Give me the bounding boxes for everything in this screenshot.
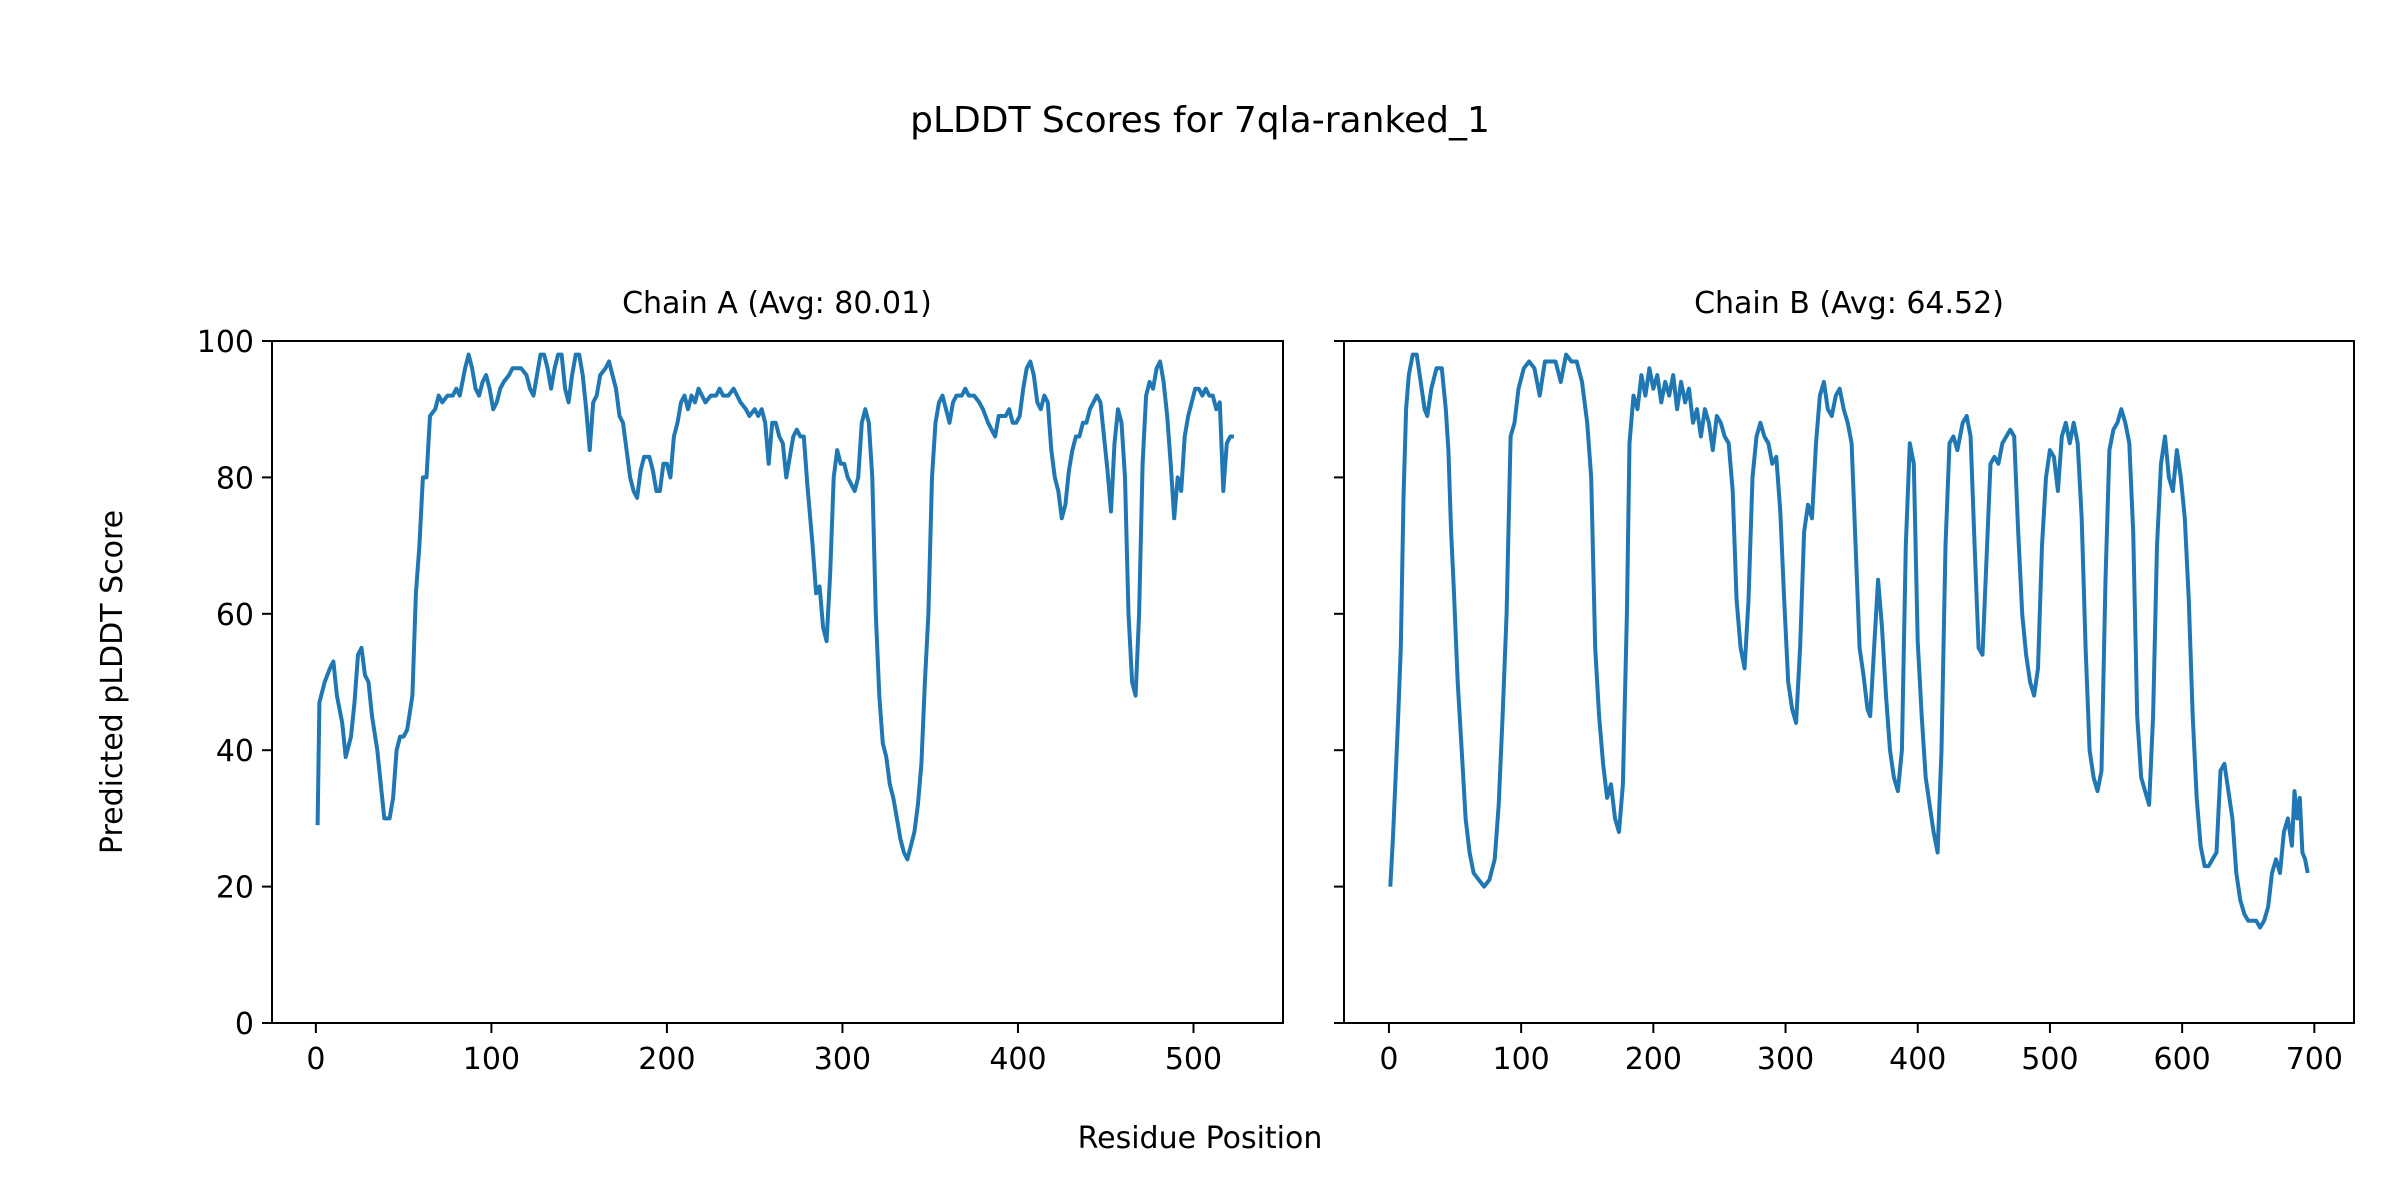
x-tick-label: 500 [1165,1042,1222,1077]
x-tick-label: 500 [2021,1042,2078,1077]
panel-a-title: Chain A (Avg: 80.01) [622,286,932,321]
plddt-line-chain-b [1388,352,2310,930]
x-axis-label: Residue Position [1078,1121,1323,1156]
x-tick-label: 700 [2286,1042,2343,1077]
plddt-line-chain-a [315,352,1234,862]
y-tick-label: 80 [216,461,254,496]
x-tick-label: 300 [814,1042,871,1077]
panel-b: 0 100 200 300 400 500 600 700 [1334,340,2355,1077]
y-axis-label: Predicted pLDDT Score [95,510,130,854]
y-tick-label: 0 [235,1007,254,1042]
x-tick-label: 400 [989,1042,1046,1077]
x-tick-label: 0 [1379,1042,1398,1077]
x-tick-label: 200 [1625,1042,1682,1077]
x-tick-label: 200 [638,1042,695,1077]
panel-b-title: Chain B (Avg: 64.52) [1694,286,2004,321]
x-tick-label: 300 [1757,1042,1814,1077]
panel-a: 0 100 200 300 400 500 0 20 40 60 80 100 [197,325,1284,1077]
y-tick-label: 100 [197,325,254,360]
x-tick-label: 0 [306,1042,325,1077]
axes-frame-a [271,340,1284,1024]
x-tick-label: 600 [2154,1042,2211,1077]
x-tick-label: 100 [1493,1042,1550,1077]
figure-title: pLDDT Scores for 7qla-ranked_1 [910,100,1490,141]
y-tick-label: 40 [216,734,254,769]
x-tick-label: 400 [1889,1042,1946,1077]
y-tick-label: 60 [216,598,254,633]
y-tick-label: 20 [216,871,254,906]
x-tick-label: 100 [463,1042,520,1077]
axes-frame-b [1343,340,2355,1024]
